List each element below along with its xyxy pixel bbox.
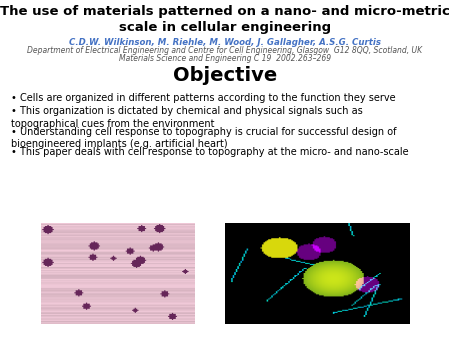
Text: Department of Electrical Engineering and Centre for Cell Engineering, Glasgow  G: Department of Electrical Engineering and… <box>27 46 423 55</box>
Text: Objective: Objective <box>173 66 277 85</box>
Text: • This paper deals with cell response to topography at the micro- and nano-scale: • This paper deals with cell response to… <box>11 147 409 157</box>
Text: • Cells are organized in different patterns according to the function they serve: • Cells are organized in different patte… <box>11 93 396 103</box>
Text: • Understanding cell response to topography is crucial for successful design of
: • Understanding cell response to topogra… <box>11 127 397 149</box>
Text: C.D.W. Wilkinson, M. Riehle, M. Wood, J. Gallagher, A.S.G. Curtis: C.D.W. Wilkinson, M. Riehle, M. Wood, J.… <box>69 38 381 47</box>
Text: The use of materials patterned on a nano- and micro-metric
scale in cellular eng: The use of materials patterned on a nano… <box>0 5 450 33</box>
Text: • This organization is dictated by chemical and physical signals such as
topogra: • This organization is dictated by chemi… <box>11 106 363 129</box>
Text: Materials Science and Engineering C 19  2002.263–269: Materials Science and Engineering C 19 2… <box>119 54 331 63</box>
